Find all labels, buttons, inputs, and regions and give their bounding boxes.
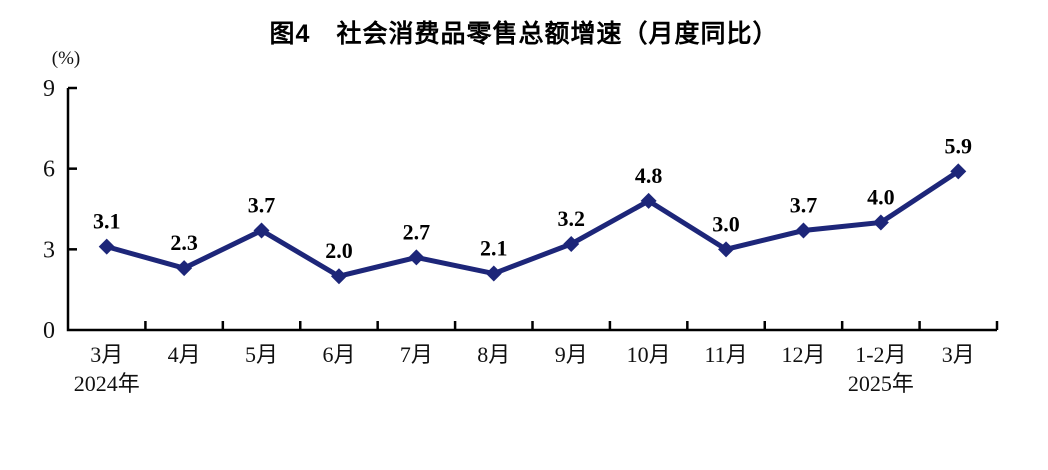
x-tick-label: 3月 [90, 342, 123, 367]
x-tick-label: 6月 [322, 342, 355, 367]
chart-title: 图4 社会消费品零售总额增速（月度同比） [269, 20, 779, 48]
y-tick-label: 3 [43, 237, 55, 263]
y-tick-label: 6 [43, 157, 55, 183]
data-point-label: 3.7 [790, 193, 818, 218]
data-point-label: 5.9 [945, 133, 973, 158]
x-tick-label: 11月 [704, 342, 747, 367]
data-point-label: 3.0 [712, 211, 740, 236]
data-point-marker [176, 260, 193, 277]
x-tick-label: 7月 [400, 342, 433, 367]
x-tick-label: 8月 [477, 342, 510, 367]
y-tick-label: 9 [43, 76, 55, 102]
data-point-marker [485, 265, 502, 282]
data-point-label: 2.7 [403, 219, 431, 244]
data-point-label: 3.2 [557, 206, 585, 231]
x-tick-label: 4月 [168, 342, 201, 367]
data-point-marker [330, 268, 347, 285]
unit-label: (%) [52, 48, 80, 69]
x-tick-label: 9月 [555, 342, 588, 367]
data-point-label: 2.3 [170, 230, 198, 255]
year-label: 2025年 [848, 371, 914, 396]
data-point-marker [640, 192, 657, 209]
data-point-label: 4.8 [635, 163, 663, 188]
data-point-marker [795, 222, 812, 239]
x-tick-label: 5月 [245, 342, 278, 367]
data-point-marker [563, 235, 580, 252]
data-point-label: 2.1 [480, 236, 508, 261]
data-line [106, 169, 960, 279]
data-point-label: 2.0 [325, 238, 353, 263]
data-point-marker [950, 163, 967, 180]
data-point-marker [253, 222, 270, 239]
x-tick-label: 12月 [781, 342, 825, 367]
data-point-label: 3.7 [248, 193, 276, 218]
data-point-label: 3.1 [93, 209, 121, 234]
x-tick-label: 3月 [942, 342, 975, 367]
y-tick-label: 0 [43, 318, 55, 344]
axis-frame [66, 88, 997, 332]
x-tick-label: 10月 [627, 342, 671, 367]
data-point-label: 4.0 [867, 184, 895, 209]
data-point-marker [408, 249, 425, 266]
data-point-marker [872, 214, 889, 231]
data-point-marker [98, 238, 115, 255]
x-tick-label: 1-2月 [855, 342, 906, 367]
year-label: 2024年 [74, 371, 140, 396]
data-point-marker [718, 241, 735, 258]
